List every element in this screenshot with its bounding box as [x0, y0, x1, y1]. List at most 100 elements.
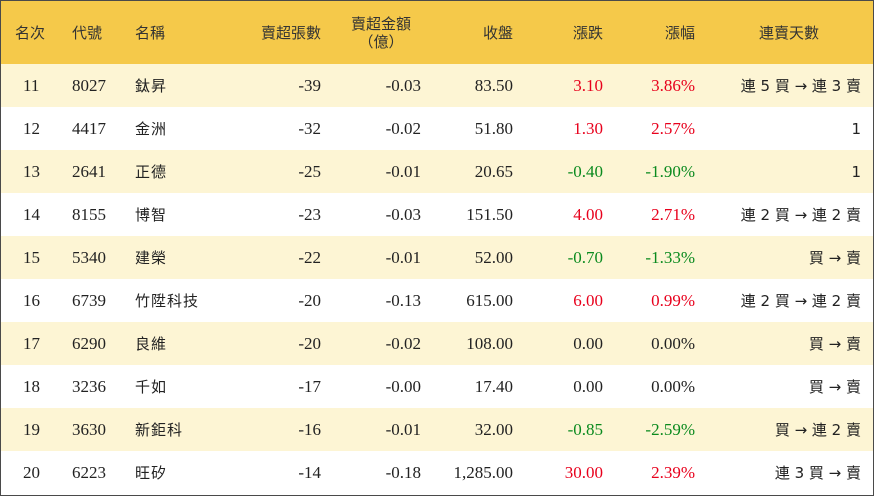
cell-streak: 買 → 賣: [808, 335, 861, 353]
cell-sell-lots: -17: [298, 376, 321, 396]
cell-change-pct: 2.39%: [651, 462, 695, 482]
header-code[interactable]: 代號: [72, 23, 103, 42]
table-row[interactable]: 17 6290 良維 -20 -0.02 108.00 0.00 0.00% 買…: [1, 322, 873, 365]
cell-name[interactable]: 建榮: [135, 249, 168, 267]
cell-change: 3.10: [573, 75, 603, 95]
table-row[interactable]: 12 4417 金洲 -32 -0.02 51.80 1.30 2.57% 1: [1, 107, 873, 150]
cell-name[interactable]: 旺矽: [135, 464, 168, 482]
cell-change: 0.00: [573, 333, 603, 353]
header-change-pct[interactable]: 漲幅: [664, 23, 695, 42]
cell-rank: 20: [23, 462, 40, 482]
cell-name[interactable]: 博智: [135, 206, 168, 224]
cell-name[interactable]: 竹陞科技: [135, 292, 200, 310]
cell-sell-lots: -23: [298, 204, 321, 224]
cell-rank: 18: [23, 376, 40, 396]
cell-code[interactable]: 3630: [72, 419, 106, 439]
cell-rank: 12: [23, 118, 40, 138]
header-close[interactable]: 收盤: [482, 23, 513, 42]
cell-code[interactable]: 6223: [72, 462, 106, 482]
cell-change-pct: 0.00%: [651, 333, 695, 353]
table-row[interactable]: 20 6223 旺矽 -14 -0.18 1,285.00 30.00 2.39…: [1, 451, 873, 494]
cell-sell-amount: -0.02: [385, 333, 421, 353]
header-streak[interactable]: 連賣天數: [758, 23, 819, 42]
cell-name[interactable]: 千如: [135, 378, 168, 396]
header-sell-lots[interactable]: 賣超張數: [260, 23, 321, 42]
cell-close: 51.80: [474, 118, 513, 138]
cell-rank: 17: [23, 333, 40, 353]
cell-sell-amount: -0.00: [385, 376, 421, 396]
cell-name[interactable]: 金洲: [135, 120, 168, 138]
cell-rank: 15: [23, 247, 40, 267]
cell-code[interactable]: 8155: [72, 204, 106, 224]
header-change[interactable]: 漲跌: [572, 23, 603, 42]
cell-streak: 1: [851, 162, 861, 181]
cell-code[interactable]: 6290: [72, 333, 106, 353]
cell-sell-lots: -22: [298, 247, 321, 267]
table-row[interactable]: 19 3630 新鉅科 -16 -0.01 32.00 -0.85 -2.59%…: [1, 408, 873, 451]
cell-rank: 11: [23, 75, 40, 95]
header-name[interactable]: 名稱: [135, 23, 166, 42]
cell-sell-amount: -0.01: [385, 247, 421, 267]
cell-name[interactable]: 新鉅科: [135, 421, 184, 439]
cell-close: 1,285.00: [453, 462, 514, 482]
table-row[interactable]: 14 8155 博智 -23 -0.03 151.50 4.00 2.71% 連…: [1, 193, 873, 236]
cell-code[interactable]: 8027: [72, 75, 106, 95]
cell-sell-lots: -14: [298, 462, 321, 482]
table-header: 名次 代號 名稱 賣超張數 賣超金額 （億） 收盤 漲跌 漲幅 連賣天數: [1, 1, 873, 64]
cell-sell-amount: -0.03: [385, 204, 421, 224]
cell-code[interactable]: 2641: [72, 161, 106, 181]
cell-streak: 買 → 賣: [808, 249, 861, 267]
cell-code[interactable]: 3236: [72, 376, 106, 396]
cell-close: 52.00: [474, 247, 513, 267]
cell-close: 615.00: [466, 290, 513, 310]
cell-name[interactable]: 良維: [135, 335, 168, 353]
cell-change: 6.00: [573, 290, 603, 310]
cell-change-pct: -1.90%: [645, 161, 695, 181]
cell-change-pct: 3.86%: [651, 75, 695, 95]
cell-close: 20.65: [474, 161, 513, 181]
cell-close: 151.50: [466, 204, 513, 224]
cell-streak: 連 2 買 → 連 2 賣: [740, 292, 861, 310]
cell-streak: 連 3 買 → 賣: [774, 464, 861, 482]
cell-streak: 買 → 賣: [808, 378, 861, 396]
cell-rank: 16: [23, 290, 40, 310]
header-sell-amount[interactable]: 賣超金額 （億）: [350, 14, 411, 51]
cell-close: 32.00: [474, 419, 513, 439]
table-row[interactable]: 18 3236 千如 -17 -0.00 17.40 0.00 0.00% 買 …: [1, 365, 873, 408]
cell-streak: 買 → 連 2 賣: [774, 421, 861, 439]
header-rank[interactable]: 名次: [15, 23, 46, 42]
cell-sell-lots: -20: [298, 333, 321, 353]
cell-change: 0.00: [573, 376, 603, 396]
cell-sell-lots: -25: [298, 161, 321, 181]
cell-change: -0.85: [567, 419, 603, 439]
cell-close: 83.50: [474, 75, 513, 95]
cell-change-pct: 0.99%: [651, 290, 695, 310]
cell-code[interactable]: 5340: [72, 247, 106, 267]
table-row[interactable]: 15 5340 建榮 -22 -0.01 52.00 -0.70 -1.33% …: [1, 236, 873, 279]
table-row[interactable]: 11 8027 鈦昇 -39 -0.03 83.50 3.10 3.86% 連 …: [1, 64, 873, 107]
cell-change: -0.40: [567, 161, 603, 181]
cell-sell-amount: -0.03: [385, 75, 421, 95]
cell-code[interactable]: 6739: [72, 290, 106, 310]
cell-rank: 14: [23, 204, 40, 224]
cell-name[interactable]: 正德: [135, 163, 168, 181]
cell-code[interactable]: 4417: [72, 118, 106, 138]
cell-sell-lots: -16: [298, 419, 321, 439]
cell-sell-lots: -32: [298, 118, 321, 138]
cell-sell-amount: -0.13: [385, 290, 421, 310]
cell-rank: 19: [23, 419, 40, 439]
cell-change: 1.30: [573, 118, 603, 138]
cell-sell-lots: -20: [298, 290, 321, 310]
table-body: 11 8027 鈦昇 -39 -0.03 83.50 3.10 3.86% 連 …: [1, 64, 873, 494]
table-row[interactable]: 13 2641 正德 -25 -0.01 20.65 -0.40 -1.90% …: [1, 150, 873, 193]
cell-sell-amount: -0.02: [385, 118, 421, 138]
cell-change: 30.00: [564, 462, 603, 482]
cell-sell-amount: -0.18: [385, 462, 421, 482]
cell-sell-amount: -0.01: [385, 161, 421, 181]
cell-close: 17.40: [474, 376, 513, 396]
cell-name[interactable]: 鈦昇: [135, 77, 168, 95]
cell-streak: 連 5 買 → 連 3 賣: [740, 77, 861, 95]
table-row[interactable]: 16 6739 竹陞科技 -20 -0.13 615.00 6.00 0.99%…: [1, 279, 873, 322]
